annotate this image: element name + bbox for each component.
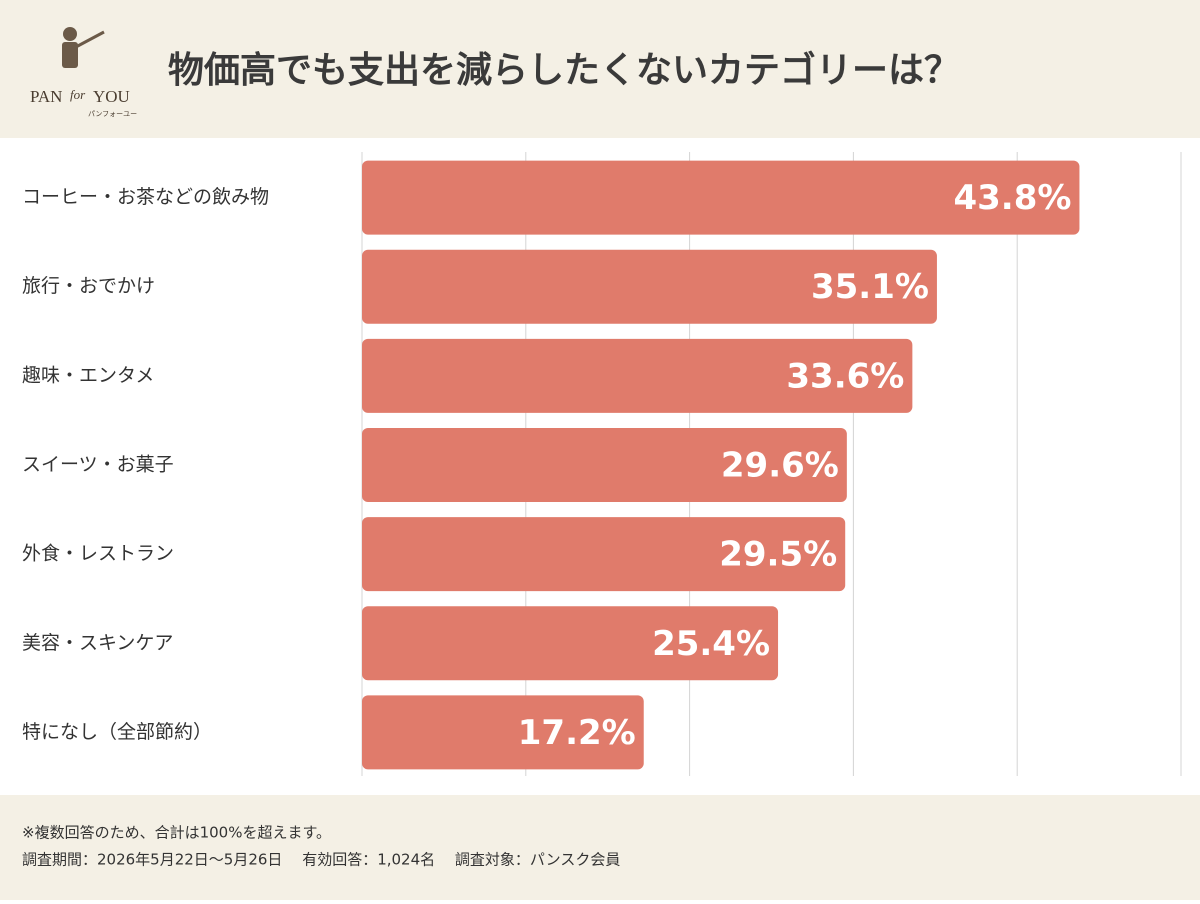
note: 調査期間：2026年5月22日〜5月26日 有効回答：1,024名 調査対象：パ… <box>22 851 620 869</box>
value-label: 29.5% <box>719 535 837 575</box>
bar <box>362 517 846 592</box>
chart-title: 物価高でも支出を減らしたくないカテゴリーは？ <box>168 49 960 91</box>
category-label: コーヒー・お茶などの飲み物 <box>22 186 269 208</box>
logo-you: YOU <box>93 87 130 106</box>
category-label: 美容・スキンケア <box>22 632 173 654</box>
category-label: 趣味・エンタメ <box>22 364 154 386</box>
value-label: 29.6% <box>721 446 839 486</box>
value-label: 43.8% <box>953 178 1071 218</box>
category-label: 外食・レストラン <box>22 543 174 565</box>
bar <box>362 428 847 502</box>
bar <box>362 606 779 681</box>
bar <box>362 695 644 770</box>
bar <box>362 160 1080 235</box>
value-label: 25.4% <box>652 624 770 664</box>
logo-figure <box>62 27 105 68</box>
footer-band <box>0 795 1200 900</box>
bar <box>362 249 937 324</box>
header-band <box>0 0 1200 138</box>
value-label: 33.6% <box>786 356 904 396</box>
value-label: 35.1% <box>811 267 929 307</box>
value-label: 17.2% <box>518 713 636 753</box>
logo-for: for <box>70 87 86 102</box>
category-label: 特になし（全部節約） <box>22 721 212 743</box>
category-label: 旅行・おでかけ <box>22 275 155 297</box>
logo-kana: パンフォーユー <box>88 110 137 118</box>
note: ※複数回答のため、合計は100%を超えます。 <box>22 824 331 842</box>
category-label: スイーツ・お菓子 <box>22 454 174 476</box>
bar <box>362 338 913 413</box>
logo: PAN <box>30 87 62 106</box>
